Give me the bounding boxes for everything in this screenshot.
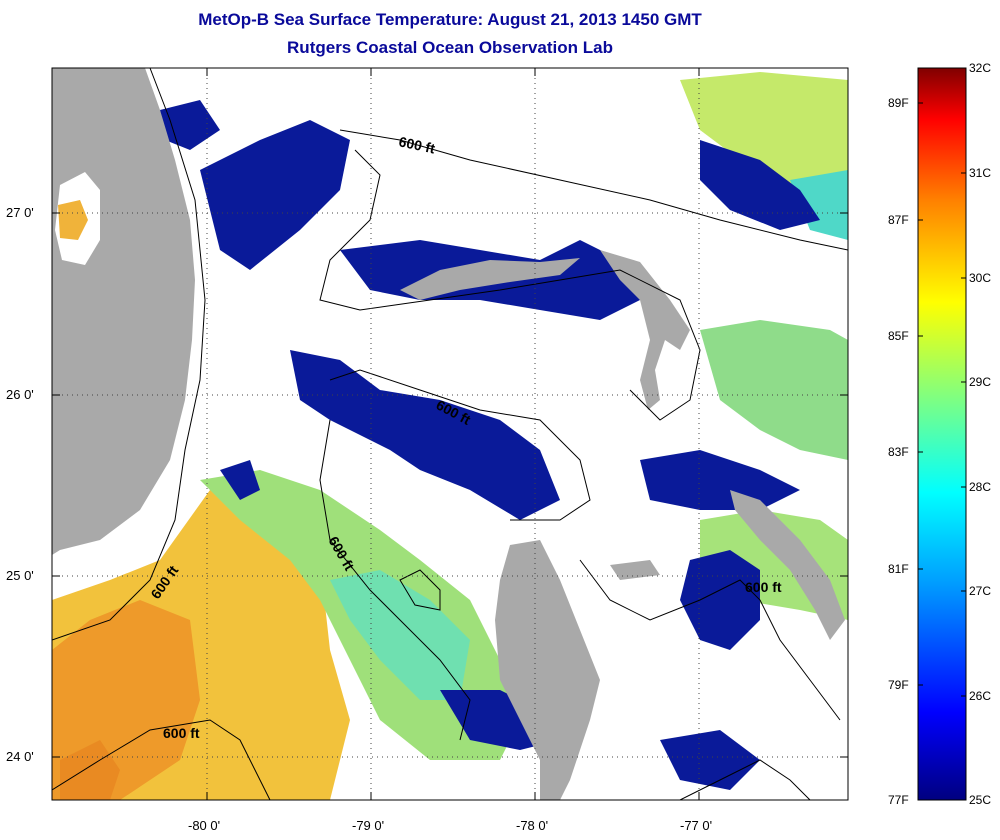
lake-sst-patch [58,200,88,240]
cool-water-ne [700,140,820,230]
lon-label: -78 0' [516,818,549,833]
east-green-region-2 [700,320,848,460]
new-providence-land [610,560,660,580]
cool-water-north [200,120,350,270]
colorbar-ticks [918,67,966,801]
lat-label: 24 0' [6,749,34,764]
colorbar-fahrenheit-label: 83F [888,445,909,459]
depth-contour-central [329,369,591,521]
colorbar-celsius-label: 26C [969,689,992,703]
depth-contour-south [52,719,271,800]
lat-label: 26 0' [6,387,34,402]
cool-water-central [290,350,560,520]
contour-label: 600 ft [163,725,200,741]
contour-label: 600 ft [397,133,436,156]
depth-contour-lbb [319,149,701,421]
lon-label: -79 0' [352,818,385,833]
colorbar-fahrenheit-label: 85F [888,329,909,343]
depth-contour-florida [52,68,206,641]
colorbar-fahrenheit-label: 81F [888,562,909,576]
ne-cyan-region [790,170,848,240]
cool-water-east [680,550,760,650]
map-subtitle: Rutgers Coastal Ocean Observation Lab [287,38,613,57]
depth-contour-north [339,129,848,251]
colorbar-celsius-label: 25C [969,793,992,807]
colorbar-celsius-label: 28C [969,480,992,494]
colorbar-fahrenheit-label: 87F [888,213,909,227]
map-grid [52,68,848,800]
colorbar-fahrenheit-label: 79F [888,678,909,692]
cool-water-se [660,730,760,790]
map-title: MetOp-B Sea Surface Temperature: August … [198,10,702,29]
colorbar-celsius-label: 32C [969,61,992,75]
contour-label: 600 ft [745,579,782,595]
depth-contour-gbb [319,419,471,741]
lat-label: 25 0' [6,568,34,583]
colorbar-fahrenheit-label: 77F [888,793,909,807]
colorbar-celsius-label: 31C [969,166,992,180]
depth-contour-pond [399,569,441,611]
colorbar-celsius-label: 27C [969,584,992,598]
hot-water-patch [60,740,120,800]
colorbar [917,67,967,801]
colorbar-celsius-label: 30C [969,271,992,285]
andros-land [495,540,600,800]
ne-green-region [680,72,848,190]
depth-contour-tongue [579,559,841,721]
colorbar-celsius-label: 29C [969,375,992,389]
cool-water-mid-east [640,450,800,510]
eleuthera-land [730,490,845,640]
map-ticks [52,68,848,800]
map-frame [51,67,849,801]
depth-contour-se [679,759,811,800]
lat-label: 27 0' [6,205,34,220]
lon-label: -80 0' [188,818,221,833]
colorbar-fahrenheit-label: 89F [888,96,909,110]
lon-label: -77 0' [680,818,713,833]
cool-water-patch [220,460,260,500]
cyan-water-region [330,570,470,700]
